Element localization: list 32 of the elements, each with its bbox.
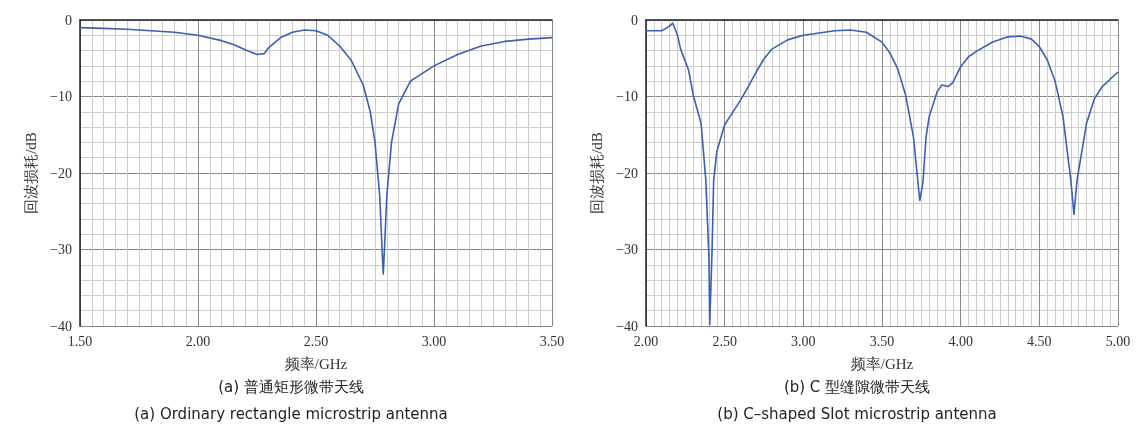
x-tick-label: 2.00 [185,333,211,349]
x-tick-label: 1.50 [67,333,93,349]
y-tick-label: −20 [50,165,72,181]
y-axis-title: 回波损耗/dB [588,132,605,214]
y-tick-label: −40 [616,318,638,334]
x-tick-label: 4.00 [948,333,973,349]
line-series [645,22,1119,326]
x-tick-label: 3.00 [791,333,816,349]
x-tick-label: 4.50 [1027,333,1052,349]
x-tick-label: 3.50 [539,333,565,349]
y-tick-label: −10 [50,89,72,104]
x-tick-label: 3.00 [421,333,447,349]
line-series [79,26,553,275]
x-tick-label: 3.50 [869,333,895,349]
y-tick-label: −20 [616,165,638,181]
text: (a) 普通矩形微带天线 [217,378,365,397]
y-tick-label: −10 [616,89,638,104]
x-tick-label: 2.50 [303,333,329,349]
y-axis-title: 回波损耗/dB [22,132,39,214]
x-tick-label: 5.00 [1105,333,1131,349]
x-axis-title: 频率/GHz [284,355,348,372]
text: (b) C–shaped Slot microstrip antenna [716,405,998,423]
y-tick-label: −30 [616,242,638,257]
text: (b) C 型缝隙微带天线 [782,378,932,397]
y-tick-label: −30 [50,242,72,257]
x-tick-label: 2.00 [633,333,659,349]
y-tick-label: 0 [631,12,638,28]
x-tick-label: 2.50 [712,333,737,349]
y-tick-label: 0 [65,12,72,28]
y-tick-label: −40 [50,318,72,334]
text: (a) Ordinary rectangle microstrip antenna [133,405,449,423]
x-axis-title: 频率/GHz [850,355,914,372]
